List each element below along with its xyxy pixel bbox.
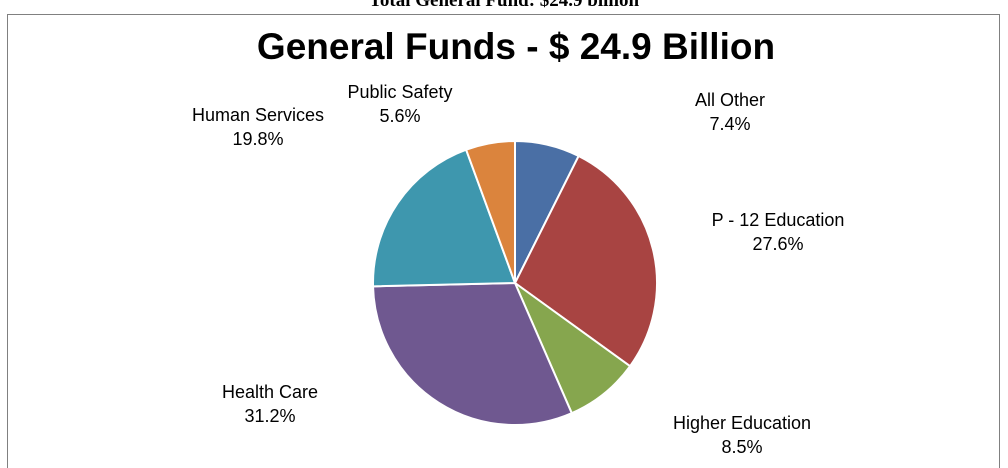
pie-slice-public-safety	[465, 140, 516, 284]
slice-name-public-safety: Public Safety	[347, 82, 453, 102]
slice-label-human-services: Human Services 19.8%	[192, 103, 324, 151]
slice-name-human-services: Human Services	[191, 105, 325, 125]
figure-caption: Total General Fund: $24.9 billion	[368, 0, 640, 11]
pie-slice-p-12-education	[514, 155, 658, 368]
slice-label-higher-education: Higher Education 8.5%	[673, 411, 811, 459]
slice-value-higher-education: 8.5%	[721, 437, 763, 457]
slice-label-all-other: All Other 7.4%	[695, 88, 765, 136]
pie-slice-health-care	[372, 282, 573, 426]
slice-value-p12-education: 27.6%	[752, 234, 804, 254]
slice-name-higher-education: Higher Education	[672, 413, 812, 433]
pie-slice-human-services	[372, 148, 516, 288]
slice-value-all-other: 7.4%	[709, 114, 751, 134]
chart-title: General Funds - $ 24.9 Billion	[256, 26, 776, 67]
slice-value-human-services: 19.8%	[232, 129, 284, 149]
slice-value-public-safety: 5.6%	[379, 106, 421, 126]
slice-value-health-care: 31.2%	[244, 406, 296, 426]
slice-name-p12-education: P - 12 Education	[711, 210, 845, 230]
slice-label-health-care: Health Care 31.2%	[222, 380, 318, 428]
slice-name-health-care: Health Care	[221, 382, 319, 402]
slice-name-all-other: All Other	[694, 90, 766, 110]
slice-label-public-safety: Public Safety 5.6%	[347, 80, 452, 128]
slice-label-p12-education: P - 12 Education 27.6%	[712, 208, 845, 256]
